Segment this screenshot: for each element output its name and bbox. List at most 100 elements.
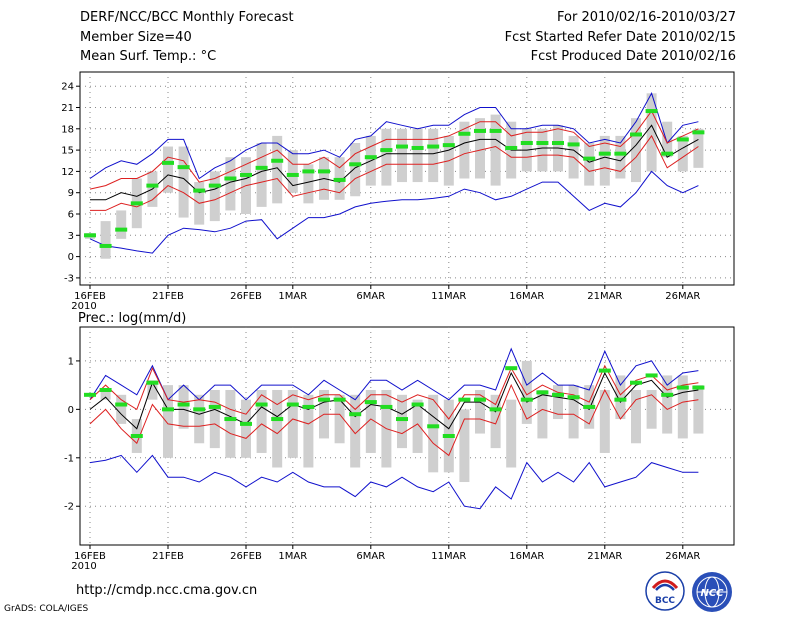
precipitation-spread-box <box>412 399 423 453</box>
temperature-spread-box <box>693 128 704 168</box>
variable-label: Mean Surf. Temp.: °C <box>80 49 217 64</box>
precipitation-median-marker <box>583 404 596 409</box>
precipitation-spread-box <box>631 389 641 444</box>
temperature-spread-box <box>615 135 626 179</box>
precipitation-median-marker <box>598 368 611 373</box>
temperature-median-marker <box>146 183 159 188</box>
temperature-spread-box <box>677 135 688 172</box>
temperature-median-marker <box>349 162 362 167</box>
precipitation-spread-box <box>194 394 205 444</box>
precipitation-median-marker <box>692 385 705 390</box>
precipitation-median-marker <box>474 397 486 402</box>
temperature-spread-box <box>303 164 314 204</box>
precipitation-spread-box <box>428 394 439 473</box>
precipitation-spread-box <box>490 394 501 449</box>
precipitation-median-marker <box>427 424 440 429</box>
forecast-period: For 2010/02/16-2010/03/27 <box>557 10 736 25</box>
precipitation-median-marker <box>99 387 112 392</box>
temperature-median-marker <box>333 177 346 182</box>
grads-credit: GrADS: COLA/IGES <box>4 604 89 614</box>
precipitation-xtick-label: 26FEB <box>230 551 262 562</box>
temperature-median-marker <box>567 142 580 147</box>
temperature-xtick-label: 26FEB <box>230 291 262 302</box>
precipitation-median-marker <box>115 402 128 407</box>
temperature-xtick-label: 21FEB <box>152 291 184 302</box>
temperature-median-marker <box>645 109 658 114</box>
temperature-spread-box <box>412 128 423 183</box>
temperature-ytick-label: 24 <box>61 82 74 93</box>
temperature-spread-box <box>475 118 485 179</box>
precipitation-median-marker <box>302 404 315 409</box>
precipitation-spread-box <box>209 389 220 449</box>
precipitation-spread-box <box>397 394 407 449</box>
precipitation-median-marker <box>286 402 299 407</box>
temperature-xtick-label: 26MAR <box>665 291 700 302</box>
precipitation-spread-box <box>287 389 298 458</box>
precipitation-median-marker <box>552 392 564 397</box>
precipitation-spread-box <box>116 394 127 424</box>
precipitation-spread-box <box>272 389 283 468</box>
temperature-median-marker <box>474 128 486 133</box>
precipitation-xtick-year-label: 2010 <box>71 561 96 572</box>
temperature-median-marker <box>411 145 424 150</box>
temperature-ytick-label: 15 <box>61 146 74 157</box>
precipitation-xtick-label: 21MAR <box>587 551 622 562</box>
precipitation-median-marker <box>411 402 424 407</box>
temperature-lower-line <box>90 134 699 211</box>
temperature-spread-box <box>381 128 392 186</box>
precipitation-upper-line <box>89 364 699 420</box>
temperature-median-marker <box>99 243 112 248</box>
precipitation-xtick-label: 11MAR <box>431 551 466 562</box>
precipitation-median-marker <box>318 397 330 402</box>
temperature-xtick-label: 16MAR <box>509 291 544 302</box>
temperature-median-marker <box>177 165 190 170</box>
temperature-xtick-label: 21MAR <box>587 291 622 302</box>
temperature-median-marker <box>661 151 674 156</box>
source-url[interactable]: http://cmdp.ncc.cma.gov.cn <box>76 583 258 598</box>
member-size-label: Member Size=40 <box>80 30 192 45</box>
precipitation-median-marker <box>380 404 393 409</box>
precipitation-ytick-label: -1 <box>64 453 74 464</box>
precipitation-spread-box <box>241 399 251 458</box>
precipitation-median-marker <box>630 380 642 385</box>
temperature-median-marker <box>552 141 564 145</box>
precipitation-median-marker <box>271 417 284 422</box>
precipitation-plot-frame <box>79 326 735 546</box>
temperature-max-line <box>89 92 699 180</box>
precipitation-median-marker <box>177 402 190 407</box>
precipitation-median-marker <box>193 407 206 412</box>
precipitation-spread-box <box>599 389 610 453</box>
temperature-median-marker <box>84 233 96 238</box>
precipitation-xtick-label: 1MAR <box>278 551 307 562</box>
precipitation-spread-box <box>521 360 532 424</box>
temperature-median-marker <box>318 169 330 174</box>
precipitation-spread-box <box>677 375 688 439</box>
precipitation-spread-box <box>646 389 657 429</box>
precipitation-xtick-label: 16FEB <box>74 551 106 562</box>
temperature-median-marker <box>676 137 689 142</box>
temperature-upper-line <box>89 110 699 190</box>
temperature-xtick-label: 11MAR <box>431 291 466 302</box>
temperature-median-marker <box>208 183 221 188</box>
ncc-logo-text: NCC <box>700 588 724 599</box>
precipitation-ytick-label: 1 <box>68 356 74 367</box>
temperature-spread-box <box>584 143 595 186</box>
temperature-spread-box <box>163 146 173 193</box>
precipitation-spread-box <box>459 409 470 483</box>
temperature-median-marker <box>489 128 502 133</box>
temperature-median-marker <box>442 143 455 148</box>
precipitation-median-marker <box>396 417 408 422</box>
precipitation-spread-box <box>475 389 485 434</box>
temperature-xtick-label: 16FEB <box>74 291 106 302</box>
temperature-spread-box <box>428 128 439 183</box>
temperature-ytick-label: 6 <box>68 210 74 221</box>
temperature-median-marker <box>427 144 440 149</box>
precipitation-spread-box <box>693 385 704 434</box>
precipitation-xtick-label: 21FEB <box>152 551 184 562</box>
temperature-spread-box <box>225 157 236 211</box>
ncc-logo: NCC <box>692 572 732 612</box>
temperature-mean-line <box>90 124 699 201</box>
precipitation-median-marker <box>505 366 518 371</box>
temperature-spread-box <box>116 210 127 239</box>
